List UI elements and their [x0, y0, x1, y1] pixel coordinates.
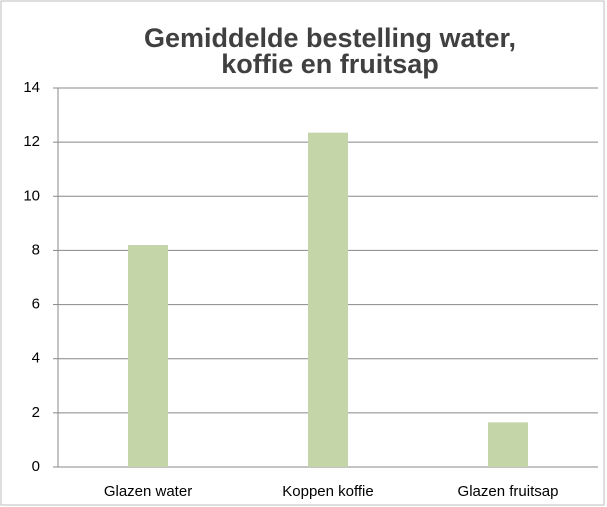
y-tick-label: 4 [32, 350, 40, 367]
bar [308, 132, 348, 468]
y-tick-label: 12 [23, 133, 40, 150]
y-tick-label: 8 [32, 241, 40, 258]
chart-title: Gemiddelde bestelling water, [144, 23, 516, 53]
x-tick-label: Koppen koffie [282, 483, 373, 500]
y-tick-label: 14 [23, 79, 40, 96]
y-tick-label: 6 [32, 296, 40, 313]
bar [488, 422, 528, 467]
y-tick-label: 2 [32, 404, 40, 421]
y-tick-label: 10 [23, 187, 40, 204]
x-tick-label: Glazen water [104, 483, 192, 500]
bar [128, 245, 168, 467]
chart-title: koffie en fruitsap [221, 49, 439, 79]
y-tick-label: 0 [32, 458, 40, 475]
x-tick-label: Glazen fruitsap [458, 483, 559, 500]
